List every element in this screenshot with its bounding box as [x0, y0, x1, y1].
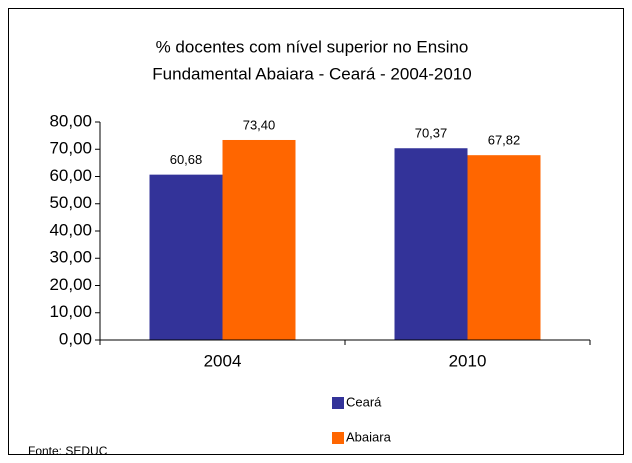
source: Fonte: SEDUC	[28, 444, 108, 458]
chart-title: Fundamental Abaiara - Ceará - 2004-2010	[152, 64, 471, 83]
bar	[467, 155, 541, 340]
y-tick-label: 70,00	[49, 139, 92, 158]
y-tick-label: 0,00	[59, 329, 92, 348]
y-tick-label: 40,00	[49, 220, 92, 239]
legend-label: Ceará	[346, 394, 382, 409]
legend-label: Abaiara	[346, 429, 392, 444]
y-tick-label: 20,00	[49, 275, 92, 294]
y-tick-label: 60,00	[49, 166, 92, 185]
data-label: 67,82	[488, 133, 521, 148]
y-tick-label: 30,00	[49, 248, 92, 267]
legend-swatch	[332, 397, 344, 409]
x-tick-label: 2010	[449, 351, 487, 370]
bar	[222, 139, 296, 340]
x-tick-label: 2004	[204, 351, 242, 370]
data-label: 60,68	[170, 152, 203, 167]
bar	[394, 148, 468, 340]
data-label: 70,37	[415, 126, 448, 141]
y-tick-label: 10,00	[49, 302, 92, 321]
bar	[149, 174, 223, 340]
legend-swatch	[332, 432, 344, 444]
y-tick-label: 80,00	[49, 111, 92, 130]
chart-title: % docentes com nível superior no Ensino	[156, 37, 469, 56]
y-tick-label: 50,00	[49, 193, 92, 212]
data-label: 73,40	[243, 117, 276, 132]
